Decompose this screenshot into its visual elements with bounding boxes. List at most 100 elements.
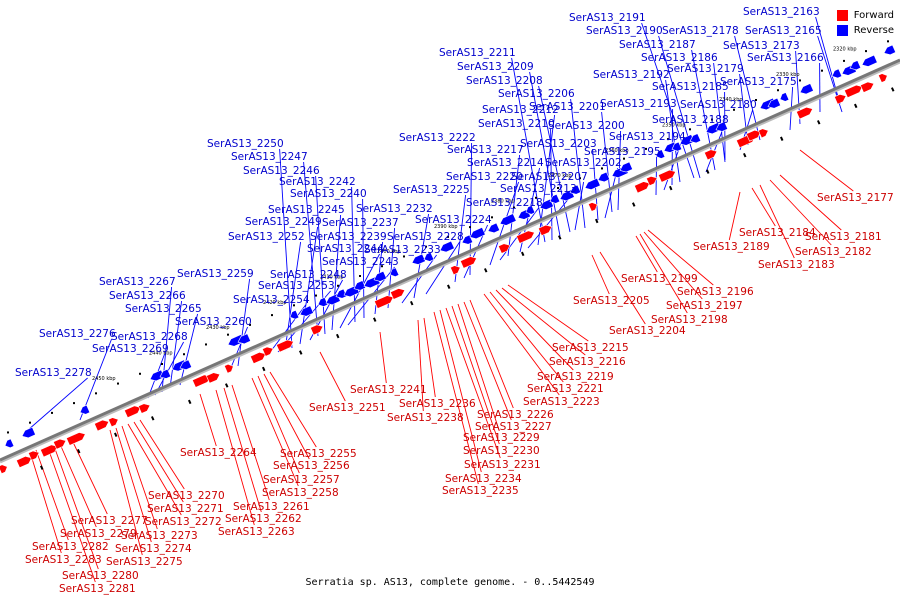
- forward-feature-shape: [206, 371, 221, 384]
- forward-gene-label: SerAS13_2282: [32, 541, 109, 553]
- feature-marker: [484, 268, 487, 272]
- reverse-feature: [882, 45, 895, 57]
- forward-gene-label: SerAS13_2182: [795, 246, 872, 258]
- reverse-gene-label: SerAS13_2185: [652, 81, 729, 93]
- feature-marker: [743, 153, 746, 157]
- reverse-gene-label: SerAS13_2210: [478, 118, 555, 130]
- feature-marker: [780, 137, 783, 141]
- reverse-gene-label: SerAS13_2260: [175, 316, 252, 328]
- forward-gene-label: SerAS13_2234: [445, 473, 522, 485]
- reverse-gene-label: SerAS13_2192: [593, 69, 670, 81]
- reverse-gene-label: SerAS13_2224: [415, 214, 492, 226]
- feature-marker: [336, 334, 339, 338]
- forward-feature-shape: [224, 363, 235, 374]
- scale-dot: [843, 60, 845, 62]
- feature-marker: [410, 301, 413, 305]
- reverse-feature-shape: [882, 45, 895, 57]
- reverse-feature-shape: [3, 439, 14, 450]
- forward-gene-label: SerAS13_2215: [552, 342, 629, 354]
- reverse-gene-label: SerAS13_2211: [439, 47, 516, 59]
- feature-marker: [521, 252, 524, 256]
- scale-dot: [689, 128, 691, 130]
- forward-gene-label: SerAS13_2235: [442, 485, 519, 497]
- reverse-gene-label: SerAS13_2225: [393, 184, 470, 196]
- reverse-feature-shape: [860, 55, 877, 68]
- feature-marker: [262, 367, 265, 371]
- scale-dot: [887, 40, 889, 42]
- scale-dot: [777, 89, 779, 91]
- reverse-gene-label: SerAS13_2253: [258, 280, 335, 292]
- legend-reverse: Reverse: [837, 23, 894, 38]
- scale-dot: [205, 343, 207, 345]
- reverse-gene-label: SerAS13_2165: [745, 25, 822, 37]
- feature-marker: [151, 416, 154, 420]
- forward-feature: [878, 72, 889, 83]
- forward-leader-line: [264, 374, 309, 459]
- forward-feature: [450, 264, 461, 275]
- forward-leader-line: [140, 420, 184, 489]
- scale-dot: [161, 363, 163, 365]
- reverse-feature: [798, 84, 813, 97]
- forward-gene-label: SerAS13_2272: [145, 516, 222, 528]
- scale-dot: [139, 373, 141, 375]
- reverse-leader-line: [230, 327, 248, 370]
- reverse-gene-label: SerAS13_2166: [747, 52, 824, 64]
- forward-feature-shape: [108, 416, 119, 427]
- feature-marker: [669, 186, 672, 190]
- reverse-gene-label: SerAS13_2206: [498, 88, 575, 100]
- reverse-gene-label: SerAS13_2232: [356, 203, 433, 215]
- reverse-gene-label: SerAS13_2267: [99, 276, 176, 288]
- reverse-feature: [20, 427, 35, 440]
- forward-gene-label: SerAS13_2241: [350, 384, 427, 396]
- forward-gene-label: SerAS13_2189: [693, 241, 770, 253]
- scale-tick-label: 2320 kbp: [833, 46, 857, 52]
- reverse-gene-label: SerAS13_2265: [125, 303, 202, 315]
- forward-gene-label: SerAS13_2263: [218, 526, 295, 538]
- forward-gene-label: SerAS13_2251: [309, 402, 386, 414]
- reverse-gene-label: SerAS13_2246: [243, 165, 320, 177]
- forward-feature-shape: [0, 463, 9, 474]
- scale-dot: [29, 422, 31, 424]
- scale-dot: [865, 50, 867, 52]
- reverse-gene-label: SerAS13_2180: [680, 99, 757, 111]
- reverse-gene-label: SerAS13_2194: [609, 131, 686, 143]
- reverse-gene-label: SerAS13_2208: [466, 75, 543, 87]
- forward-gene-label: SerAS13_2279: [60, 528, 137, 540]
- forward-gene-label: SerAS13_2229: [463, 432, 540, 444]
- legend-reverse-label: Reverse: [854, 25, 894, 36]
- reverse-feature: [3, 439, 14, 450]
- legend-forward-label: Forward: [854, 10, 894, 21]
- forward-gene-label: SerAS13_2183: [758, 259, 835, 271]
- reverse-gene-label: SerAS13_2175: [720, 76, 797, 88]
- scale-dot: [799, 79, 801, 81]
- forward-leader-line: [36, 450, 68, 540]
- feature-marker: [188, 400, 191, 404]
- reverse-gene-label: SerAS13_2278: [15, 367, 92, 379]
- forward-gene-label: SerAS13_2216: [549, 356, 626, 368]
- forward-leader-line: [320, 352, 345, 401]
- reverse-leader-line: [656, 157, 657, 195]
- reverse-gene-label: SerAS13_2268: [111, 331, 188, 343]
- feature-marker: [447, 285, 450, 289]
- forward-feature-shape: [878, 72, 889, 83]
- forward-gene-label: SerAS13_2275: [106, 556, 183, 568]
- reverse-gene-label: SerAS13_2254: [233, 294, 310, 306]
- forward-gene-label: SerAS13_2277: [71, 515, 148, 527]
- forward-gene-label: SerAS13_2226: [477, 409, 554, 421]
- forward-gene-label: SerAS13_2283: [25, 554, 102, 566]
- forward-feature-shape: [758, 127, 769, 138]
- reverse-feature-shape: [798, 84, 813, 97]
- forward-gene-label: SerAS13_2223: [523, 396, 600, 408]
- forward-gene-label: SerAS13_2236: [399, 398, 476, 410]
- forward-feature: [860, 80, 875, 93]
- scale-dot: [337, 285, 339, 287]
- forward-feature: [0, 463, 9, 474]
- forward-gene-label: SerAS13_2197: [666, 300, 743, 312]
- forward-gene-label: SerAS13_2204: [609, 325, 686, 337]
- legend-forward: Forward: [837, 8, 894, 23]
- scale-dot: [117, 383, 119, 385]
- reverse-feature: [778, 92, 789, 103]
- scale-dot: [73, 402, 75, 404]
- feature-marker: [373, 317, 376, 321]
